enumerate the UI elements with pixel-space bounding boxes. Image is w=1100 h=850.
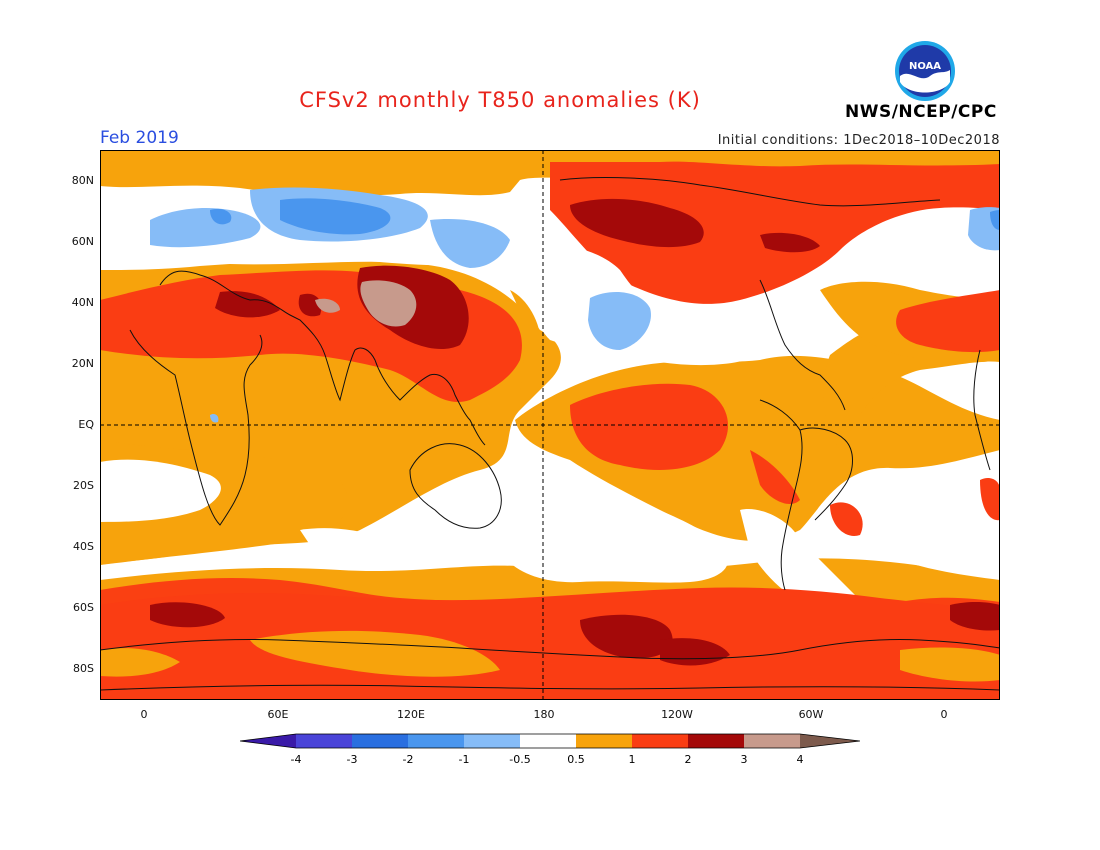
colorbar-segment <box>576 734 632 748</box>
anomaly-band-3-4 <box>315 280 417 327</box>
colorbar-tick-label: 3 <box>741 753 748 766</box>
colorbar-segment <box>464 734 520 748</box>
map-title: CFSv2 monthly T850 anomalies (K) <box>299 88 701 112</box>
agency-label: NWS/NCEP/CPC <box>845 102 997 122</box>
colorbar-tick-label: 1 <box>629 753 636 766</box>
map-canvas <box>99 150 1001 700</box>
lon-label: 0 <box>940 708 948 721</box>
colorbar-tick-label: -1 <box>459 753 470 766</box>
lon-label: 60W <box>798 708 824 721</box>
lon-label: 60E <box>267 708 289 721</box>
lat-label: EQ <box>78 418 94 431</box>
colorbar-segment <box>352 734 408 748</box>
lat-label: 60S <box>73 601 94 614</box>
colorbar-arrow-high <box>800 734 860 748</box>
anomaly-map <box>99 150 1001 700</box>
colorbar-tick-label: -3 <box>347 753 358 766</box>
coastlines <box>99 177 1001 691</box>
lon-label: 120E <box>397 708 425 721</box>
lat-label: 20S <box>73 479 94 492</box>
lat-label: 40N <box>71 296 94 309</box>
lat-label: 80N <box>71 174 94 187</box>
anomaly-band-negative <box>150 187 1000 423</box>
colorbar-tick-label: 0.5 <box>567 753 585 766</box>
initial-conditions-label: Initial conditions: 1Dec2018–10Dec2018 <box>717 133 1000 148</box>
colorbar-tick-label: 4 <box>797 753 804 766</box>
lat-label: 60N <box>71 235 94 248</box>
anomaly-band-0.5-1-south <box>100 630 1000 682</box>
colorbar-segment <box>296 734 352 748</box>
lat-label: 80S <box>73 662 94 675</box>
colorbar-arrow-low <box>240 734 296 748</box>
colorbar-tick-label: -4 <box>291 753 302 766</box>
colorbar-tick-label: -0.5 <box>509 753 530 766</box>
colorbar-segment <box>408 734 464 748</box>
lat-label: 20N <box>71 357 94 370</box>
colorbar-segment <box>520 734 576 748</box>
lon-label: 0 <box>140 708 148 721</box>
anomaly-band-1-2-south <box>100 587 1000 700</box>
valid-month-label: Feb 2019 <box>100 128 179 148</box>
map-frame <box>100 150 1000 700</box>
lon-label: 180 <box>533 708 555 721</box>
colorbar-segment <box>744 734 800 748</box>
logo-text: NOAA <box>909 61 941 72</box>
colorbar-segment <box>688 734 744 748</box>
colorbar-segment <box>632 734 688 748</box>
noaa-logo-icon: NOAA <box>895 41 955 101</box>
lat-label: 40S <box>73 540 94 553</box>
colorbar-tick-label: 2 <box>685 753 692 766</box>
colorbar: -4 -3 -2 -1 -0.5 0.5 1 2 3 4 <box>240 733 860 766</box>
lon-label: 120W <box>661 708 693 721</box>
colorbar-tick-label: -2 <box>403 753 414 766</box>
